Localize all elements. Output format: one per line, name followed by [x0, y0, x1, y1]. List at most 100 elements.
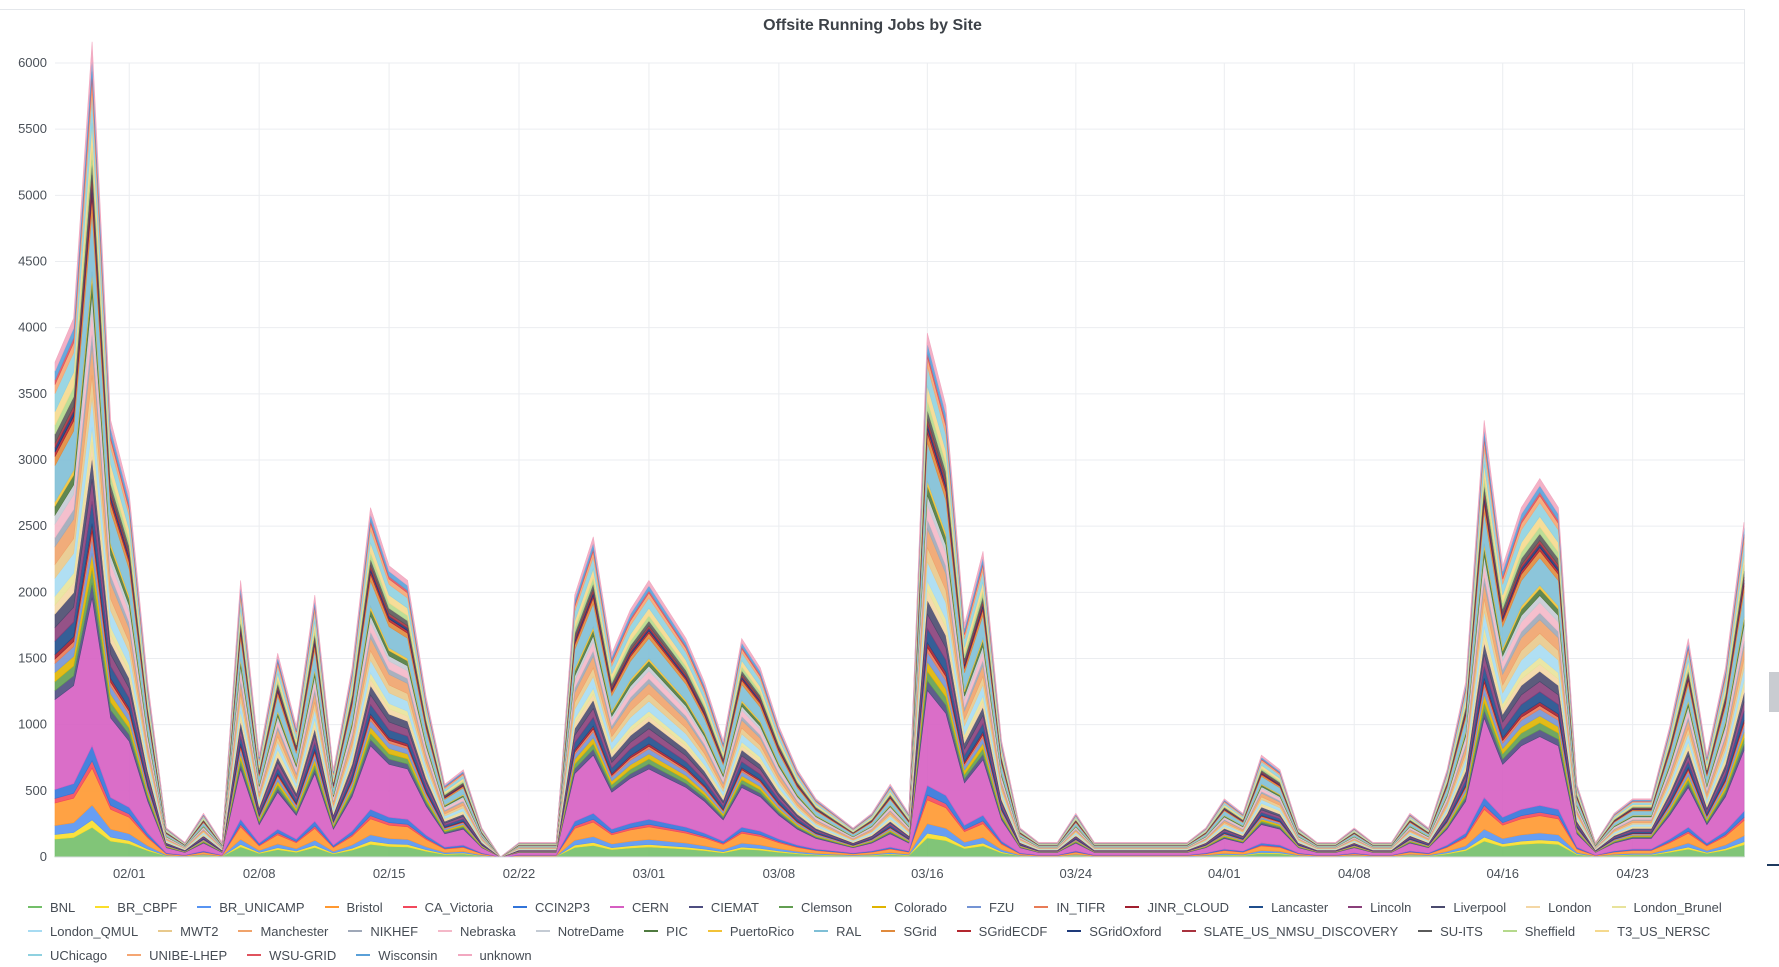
legend-label: WSU-GRID: [269, 947, 337, 963]
legend-item[interactable]: NIKHEF: [348, 919, 418, 943]
y-tick-label: 3000: [18, 452, 47, 467]
y-tick-label: 4500: [18, 254, 47, 269]
legend-item[interactable]: Manchester: [238, 919, 328, 943]
legend-item[interactable]: CERN: [609, 895, 669, 919]
legend-swatch: [28, 906, 42, 908]
legend-item[interactable]: Lancaster: [1249, 895, 1328, 919]
legend-swatch: [127, 954, 142, 956]
legend-swatch: [324, 906, 339, 908]
legend-swatch: [872, 906, 887, 908]
panel-title: Offsite Running Jobs by Site: [763, 17, 982, 34]
y-tick-label: 500: [25, 783, 47, 798]
legend-label: London: [1548, 899, 1592, 915]
legend-item[interactable]: CA_Victoria: [402, 895, 493, 919]
legend-item[interactable]: unknown: [457, 943, 532, 967]
legend-label: Nebraska: [460, 923, 516, 939]
legend-item[interactable]: BR_UNICAMP: [197, 895, 305, 919]
legend-item[interactable]: IN_TIFR: [1034, 895, 1105, 919]
legend-item[interactable]: SGridECDF: [956, 919, 1047, 943]
x-tick-label: 03/16: [911, 866, 944, 881]
legend-item[interactable]: London: [1526, 895, 1592, 919]
legend-swatch: [1181, 930, 1196, 932]
legend-swatch: [28, 954, 42, 956]
legend-item[interactable]: London_Brunel: [1611, 895, 1722, 919]
legend-label: London_Brunel: [1633, 899, 1722, 915]
x-tick-label: 04/08: [1338, 866, 1371, 881]
legend-swatch: [644, 930, 659, 932]
legend-swatch: [707, 930, 722, 932]
legend-item[interactable]: SGridOxford: [1067, 919, 1162, 943]
legend-item[interactable]: SGrid: [881, 919, 937, 943]
legend-label: MWT2: [180, 923, 219, 939]
legend-swatch: [1249, 906, 1264, 908]
legend-swatch: [1034, 906, 1049, 908]
legend-label: NIKHEF: [370, 923, 419, 939]
legend-item[interactable]: SLATE_US_NMSU_DISCOVERY: [1181, 919, 1398, 943]
legend-swatch: [956, 930, 971, 932]
legend-label: CERN: [631, 899, 669, 915]
legend-item[interactable]: BR_CBPF: [95, 895, 177, 919]
legend-label: UChicago: [50, 947, 108, 963]
x-tick-label: 03/08: [763, 866, 796, 881]
legend-label: PuertoRico: [729, 923, 795, 939]
legend-label: London_QMUL: [50, 923, 139, 939]
y-tick-label: 5000: [18, 187, 47, 202]
legend-swatch: [247, 954, 262, 956]
y-tick-label: 4000: [18, 320, 47, 335]
legend-swatch: [197, 906, 212, 908]
legend-swatch: [457, 954, 472, 956]
legend-item[interactable]: Wisconsin: [356, 943, 438, 967]
legend-item[interactable]: London_QMUL: [28, 919, 138, 943]
legend-swatch: [1418, 930, 1433, 932]
y-tick-label: 6000: [18, 55, 47, 70]
legend-label: BR_CBPF: [117, 899, 178, 915]
legend-label: SGrid: [903, 923, 937, 939]
legend-item[interactable]: SU-ITS: [1418, 919, 1483, 943]
y-tick-label: 1000: [18, 717, 47, 732]
legend-swatch: [1526, 906, 1541, 908]
x-tick-label: 04/01: [1208, 866, 1241, 881]
legend-label: Sheffield: [1524, 923, 1576, 939]
legend-item[interactable]: CIEMAT: [688, 895, 759, 919]
x-tick-label: 02/22: [503, 866, 536, 881]
legend-label: Wisconsin: [378, 947, 438, 963]
legend-item[interactable]: CCIN2P3: [513, 895, 590, 919]
legend-item[interactable]: T3_US_NERSC: [1595, 919, 1710, 943]
legend-item[interactable]: Bristol: [324, 895, 383, 919]
legend-item[interactable]: JINR_CLOUD: [1125, 895, 1229, 919]
legend-swatch: [609, 906, 624, 908]
legend-label: CCIN2P3: [535, 899, 590, 915]
y-tick-label: 2500: [18, 518, 47, 533]
legend-item[interactable]: RAL: [814, 919, 861, 943]
legend-item[interactable]: Clemson: [778, 895, 852, 919]
legend-label: RAL: [836, 923, 862, 939]
legend-item[interactable]: FZU: [967, 895, 1014, 919]
legend-label: Manchester: [260, 923, 329, 939]
legend-item[interactable]: Liverpool: [1431, 895, 1506, 919]
legend-item[interactable]: Sheffield: [1502, 919, 1576, 943]
y-tick-label: 0: [40, 849, 47, 864]
legend-item[interactable]: Nebraska: [438, 919, 516, 943]
legend-item[interactable]: BNL: [28, 895, 75, 919]
legend-item[interactable]: NotreDame: [535, 919, 625, 943]
y-tick-label: 3500: [18, 386, 47, 401]
x-tick-label: 04/16: [1486, 866, 1519, 881]
chart-legend: BNL BR_CBPF BR_UNICAMP Bristol CA_Victoria CC…: [28, 895, 1748, 965]
legend-item[interactable]: UNIBE-LHEP: [127, 943, 227, 967]
legend-item[interactable]: UChicago: [28, 943, 107, 967]
legend-item[interactable]: PuertoRico: [707, 919, 795, 943]
legend-item[interactable]: Colorado: [872, 895, 947, 919]
legend-swatch: [1595, 930, 1610, 932]
legend-item[interactable]: PIC: [644, 919, 688, 943]
legend-label: NotreDame: [557, 923, 625, 939]
legend-item[interactable]: MWT2: [158, 919, 218, 943]
legend-label: Bristol: [346, 899, 383, 915]
legend-swatch: [356, 954, 371, 956]
legend-item[interactable]: WSU-GRID: [247, 943, 336, 967]
legend-label: SGridOxford: [1089, 923, 1162, 939]
scrollbar-handle[interactable]: [1769, 672, 1779, 712]
legend-swatch: [1348, 906, 1363, 908]
legend-item[interactable]: Lincoln: [1348, 895, 1411, 919]
